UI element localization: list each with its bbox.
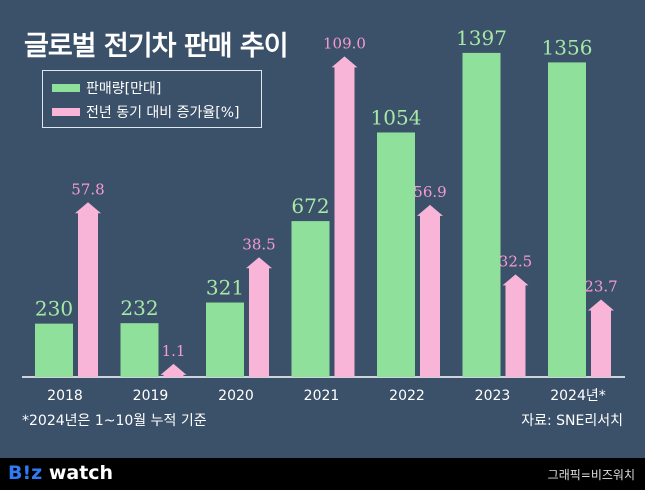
arrow-growth bbox=[417, 204, 443, 377]
data-label-sales: 230 bbox=[35, 297, 73, 321]
arrow-growth bbox=[588, 299, 614, 377]
bar-sales bbox=[35, 323, 73, 377]
bar-sales bbox=[206, 302, 244, 377]
bar-sales bbox=[462, 52, 501, 378]
footnote: *2024년은 1~10월 누적 기준 bbox=[22, 413, 207, 429]
bar-sales bbox=[377, 132, 415, 377]
arrow-growth bbox=[160, 363, 187, 377]
x-tick-label: 2018 bbox=[47, 388, 83, 404]
data-label-growth: 32.5 bbox=[499, 252, 532, 270]
arrow-growth bbox=[246, 257, 272, 377]
data-label-growth: 56.9 bbox=[413, 183, 446, 201]
source: 자료: SNE리서치 bbox=[521, 413, 623, 429]
bar-sales bbox=[548, 62, 586, 378]
data-label-sales: 1054 bbox=[371, 105, 422, 129]
data-label-growth: 57.8 bbox=[71, 180, 104, 198]
data-label-sales: 321 bbox=[206, 276, 244, 300]
x-tick-label: 2022 bbox=[389, 388, 425, 404]
data-label-sales: 1356 bbox=[542, 35, 593, 59]
data-label-sales: 672 bbox=[291, 194, 329, 218]
x-tick-label: 2023 bbox=[475, 388, 511, 404]
x-tick-label: 2024년* bbox=[550, 388, 606, 404]
data-label-sales: 1397 bbox=[456, 26, 507, 50]
legend: 판매량[만대] 전년 동기 대비 증가율[%] bbox=[42, 70, 262, 128]
footer: B!z watch 그래픽=비즈워치 bbox=[0, 458, 645, 490]
bizwatch-logo: B!z watch bbox=[8, 462, 114, 484]
legend-swatch-green bbox=[52, 84, 80, 92]
x-tick-label: 2019 bbox=[133, 388, 169, 404]
legend-swatch-pink bbox=[52, 108, 80, 116]
data-label-growth: 1.1 bbox=[162, 342, 186, 360]
chart-title: 글로벌 전기차 판매 추이 bbox=[24, 31, 289, 62]
data-label-sales: 232 bbox=[120, 296, 158, 320]
bar-sales bbox=[120, 323, 159, 377]
bar-sales bbox=[291, 221, 330, 377]
legend-item-sales: 판매량[만대] bbox=[52, 78, 161, 98]
credit: 그래픽=비즈워치 bbox=[547, 468, 635, 482]
data-label-growth: 23.7 bbox=[584, 277, 617, 295]
arrow-growth bbox=[331, 56, 358, 377]
legend-item-growth: 전년 동기 대비 증가율[%] bbox=[52, 102, 240, 122]
data-label-growth: 38.5 bbox=[242, 235, 275, 253]
chart-plot: 230 57.8 2018 232 1.1 2019 321 38.5 2020 672 109.0… bbox=[22, 26, 625, 404]
legend-label: 전년 동기 대비 증가율[%] bbox=[86, 105, 240, 121]
arrow-growth bbox=[502, 274, 529, 377]
x-tick-label: 2021 bbox=[304, 388, 340, 404]
x-tick-label: 2020 bbox=[218, 388, 254, 404]
arrow-growth bbox=[75, 202, 101, 377]
data-label-growth: 109.0 bbox=[323, 34, 366, 52]
legend-label: 판매량[만대] bbox=[86, 81, 162, 97]
